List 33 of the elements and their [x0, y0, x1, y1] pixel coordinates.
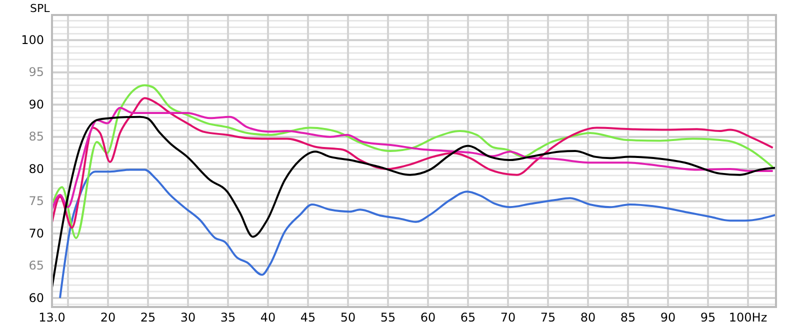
y-tick-label: 85 [28, 130, 44, 144]
x-tick-label: 30 [180, 310, 196, 325]
y-tick-label: 95 [28, 65, 44, 80]
y-tick-label: 100 [21, 32, 44, 47]
y-tick-label: 65 [28, 258, 44, 273]
y-tick-label: 75 [28, 194, 44, 208]
line-series [59, 168, 777, 299]
x-tick-label: 85 [620, 310, 636, 325]
x-tick-label: 13.0 [38, 310, 66, 325]
y-tick-label: 60 [28, 290, 44, 305]
x-tick-label: 75 [540, 310, 556, 325]
x-tick-label: 35 [220, 310, 236, 325]
y-tick-label: 80 [28, 162, 44, 176]
x-tick-label: 50 [340, 310, 356, 325]
x-tick-label: 100Hz [728, 310, 768, 325]
x-tick-label: 70 [500, 310, 516, 325]
x-tick-label: 80 [580, 310, 596, 325]
x-tick-label: 60 [420, 310, 436, 325]
y-tick-label: 90 [28, 97, 44, 112]
x-tick-label: 90 [660, 310, 676, 325]
x-tick-label: 25 [140, 310, 156, 325]
line-series [51, 97, 774, 229]
line-series [51, 106, 774, 211]
x-tick-label: 45 [300, 310, 316, 325]
x-tick-label: 40 [260, 310, 276, 325]
y-axis-title: SPL [30, 2, 51, 15]
y-tick-label: 70 [28, 226, 44, 240]
x-tick-label: 65 [460, 310, 476, 325]
line-series [51, 116, 777, 289]
x-tick-label: 55 [380, 310, 396, 325]
x-tick-label: 95 [700, 310, 716, 325]
x-tick-label: 20 [100, 310, 116, 325]
line-series [52, 84, 774, 240]
